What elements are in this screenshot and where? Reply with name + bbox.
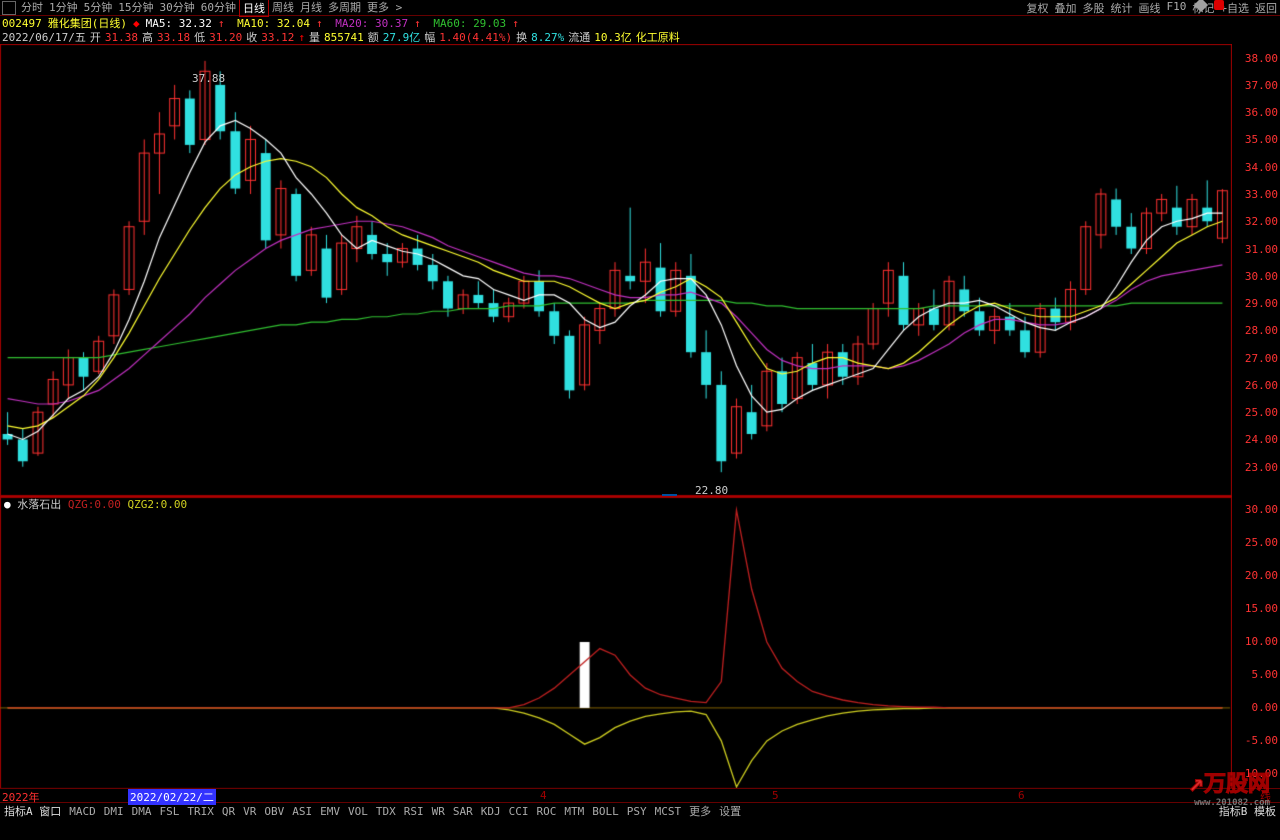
indicator-canvas[interactable]	[0, 496, 1232, 789]
ind-tab-DMA[interactable]: DMA	[128, 805, 156, 818]
up-arrow-icon: ◆	[133, 17, 140, 30]
ma-label: MA5: 32.32	[146, 17, 212, 30]
watermark: ↗万股网 www.201082.com	[1188, 766, 1270, 808]
ind-tab-QR[interactable]: QR	[218, 805, 239, 818]
ind-tab-CCI[interactable]: CCI	[505, 805, 533, 818]
tool-统计[interactable]: 统计	[1108, 0, 1136, 16]
ind-tab-TDX[interactable]: TDX	[372, 805, 400, 818]
indicator-panel[interactable]: ● 水落石出 QZG:0.00 QZG2:0.00 -10.00-5.000.0…	[0, 496, 1280, 788]
tool-叠加[interactable]: 叠加	[1052, 0, 1080, 16]
timeframe-月线[interactable]: 月线	[297, 0, 325, 17]
timeframe-周线[interactable]: 周线	[269, 0, 297, 17]
ind-tab-VR[interactable]: VR	[239, 805, 260, 818]
ind-tab-设置[interactable]: 设置	[715, 805, 745, 818]
tool-画线[interactable]: 画线	[1136, 0, 1164, 16]
ind-tab-BOLL[interactable]: BOLL	[588, 805, 623, 818]
kline-panel[interactable]: 23.0024.0025.0026.0027.0028.0029.0030.00…	[0, 44, 1280, 496]
ind-tab-OBV[interactable]: OBV	[260, 805, 288, 818]
ind-tab-MACD[interactable]: MACD	[65, 805, 100, 818]
ind-tab-DMI[interactable]: DMI	[100, 805, 128, 818]
tool-返回[interactable]: 返回	[1252, 0, 1280, 16]
stock-code: 002497	[2, 17, 42, 30]
kline-canvas[interactable]	[0, 44, 1232, 496]
ma-label: MA60: 29.03	[433, 17, 506, 30]
ohlc-line: 2022/06/17/五 开31.38 高33.18 低31.20 收33.12…	[0, 30, 1280, 44]
ind-tab-更多[interactable]: 更多	[685, 805, 715, 818]
ind-tab-PSY[interactable]: PSY	[623, 805, 651, 818]
price-axis: 23.0024.0025.0026.0027.0028.0029.0030.00…	[1238, 44, 1280, 496]
ind-tab-EMV[interactable]: EMV	[316, 805, 344, 818]
ma-label: MA10: 32.04	[237, 17, 310, 30]
timeframe-30分钟[interactable]: 30分钟	[157, 0, 198, 17]
app-icon	[2, 1, 16, 15]
ind-tab-ROC[interactable]: ROC	[533, 805, 561, 818]
ind-tab-SAR[interactable]: SAR	[449, 805, 477, 818]
tool-复权[interactable]: 复权	[1024, 0, 1052, 16]
timeframe-更多 >[interactable]: 更多 >	[364, 0, 405, 17]
timeframe-多周期[interactable]: 多周期	[325, 0, 364, 17]
ind-tab-WR[interactable]: WR	[428, 805, 449, 818]
indicator-header: ● 水落石出 QZG:0.00 QZG2:0.00	[4, 496, 187, 512]
ind-tab-MTM[interactable]: MTM	[560, 805, 588, 818]
corner-markers	[1196, 0, 1230, 10]
tool-F10[interactable]: F10	[1164, 0, 1190, 16]
ind-tab-MCST[interactable]: MCST	[651, 805, 686, 818]
ind-tab-VOL[interactable]: VOL	[344, 805, 372, 818]
time-axis: 2022年2022/02/22/二456线	[0, 788, 1280, 802]
stock-header: 002497 雅化集团(日线) ◆ MA5: 32.32↑ MA10: 32.0…	[0, 16, 1280, 30]
timeframe-60分钟[interactable]: 60分钟	[198, 0, 239, 17]
ind-tab-RSI[interactable]: RSI	[400, 805, 428, 818]
ma-label: MA20: 30.37	[335, 17, 408, 30]
ind-tab-ASI[interactable]: ASI	[288, 805, 316, 818]
ind-tab-FSL[interactable]: FSL	[156, 805, 184, 818]
timeframe-日线[interactable]: 日线	[239, 0, 269, 17]
timeframe-分时[interactable]: 分时	[18, 0, 46, 17]
timeframe-bar: 分时1分钟5分钟15分钟30分钟60分钟日线周线月线多周期更多 > 复权叠加多股…	[0, 0, 1280, 16]
indicator-axis: -10.00-5.000.005.0010.0015.0020.0025.003…	[1238, 496, 1280, 788]
ind-tab-TRIX[interactable]: TRIX	[183, 805, 218, 818]
tool-多股[interactable]: 多股	[1080, 0, 1108, 16]
ind-tab-KDJ[interactable]: KDJ	[477, 805, 505, 818]
